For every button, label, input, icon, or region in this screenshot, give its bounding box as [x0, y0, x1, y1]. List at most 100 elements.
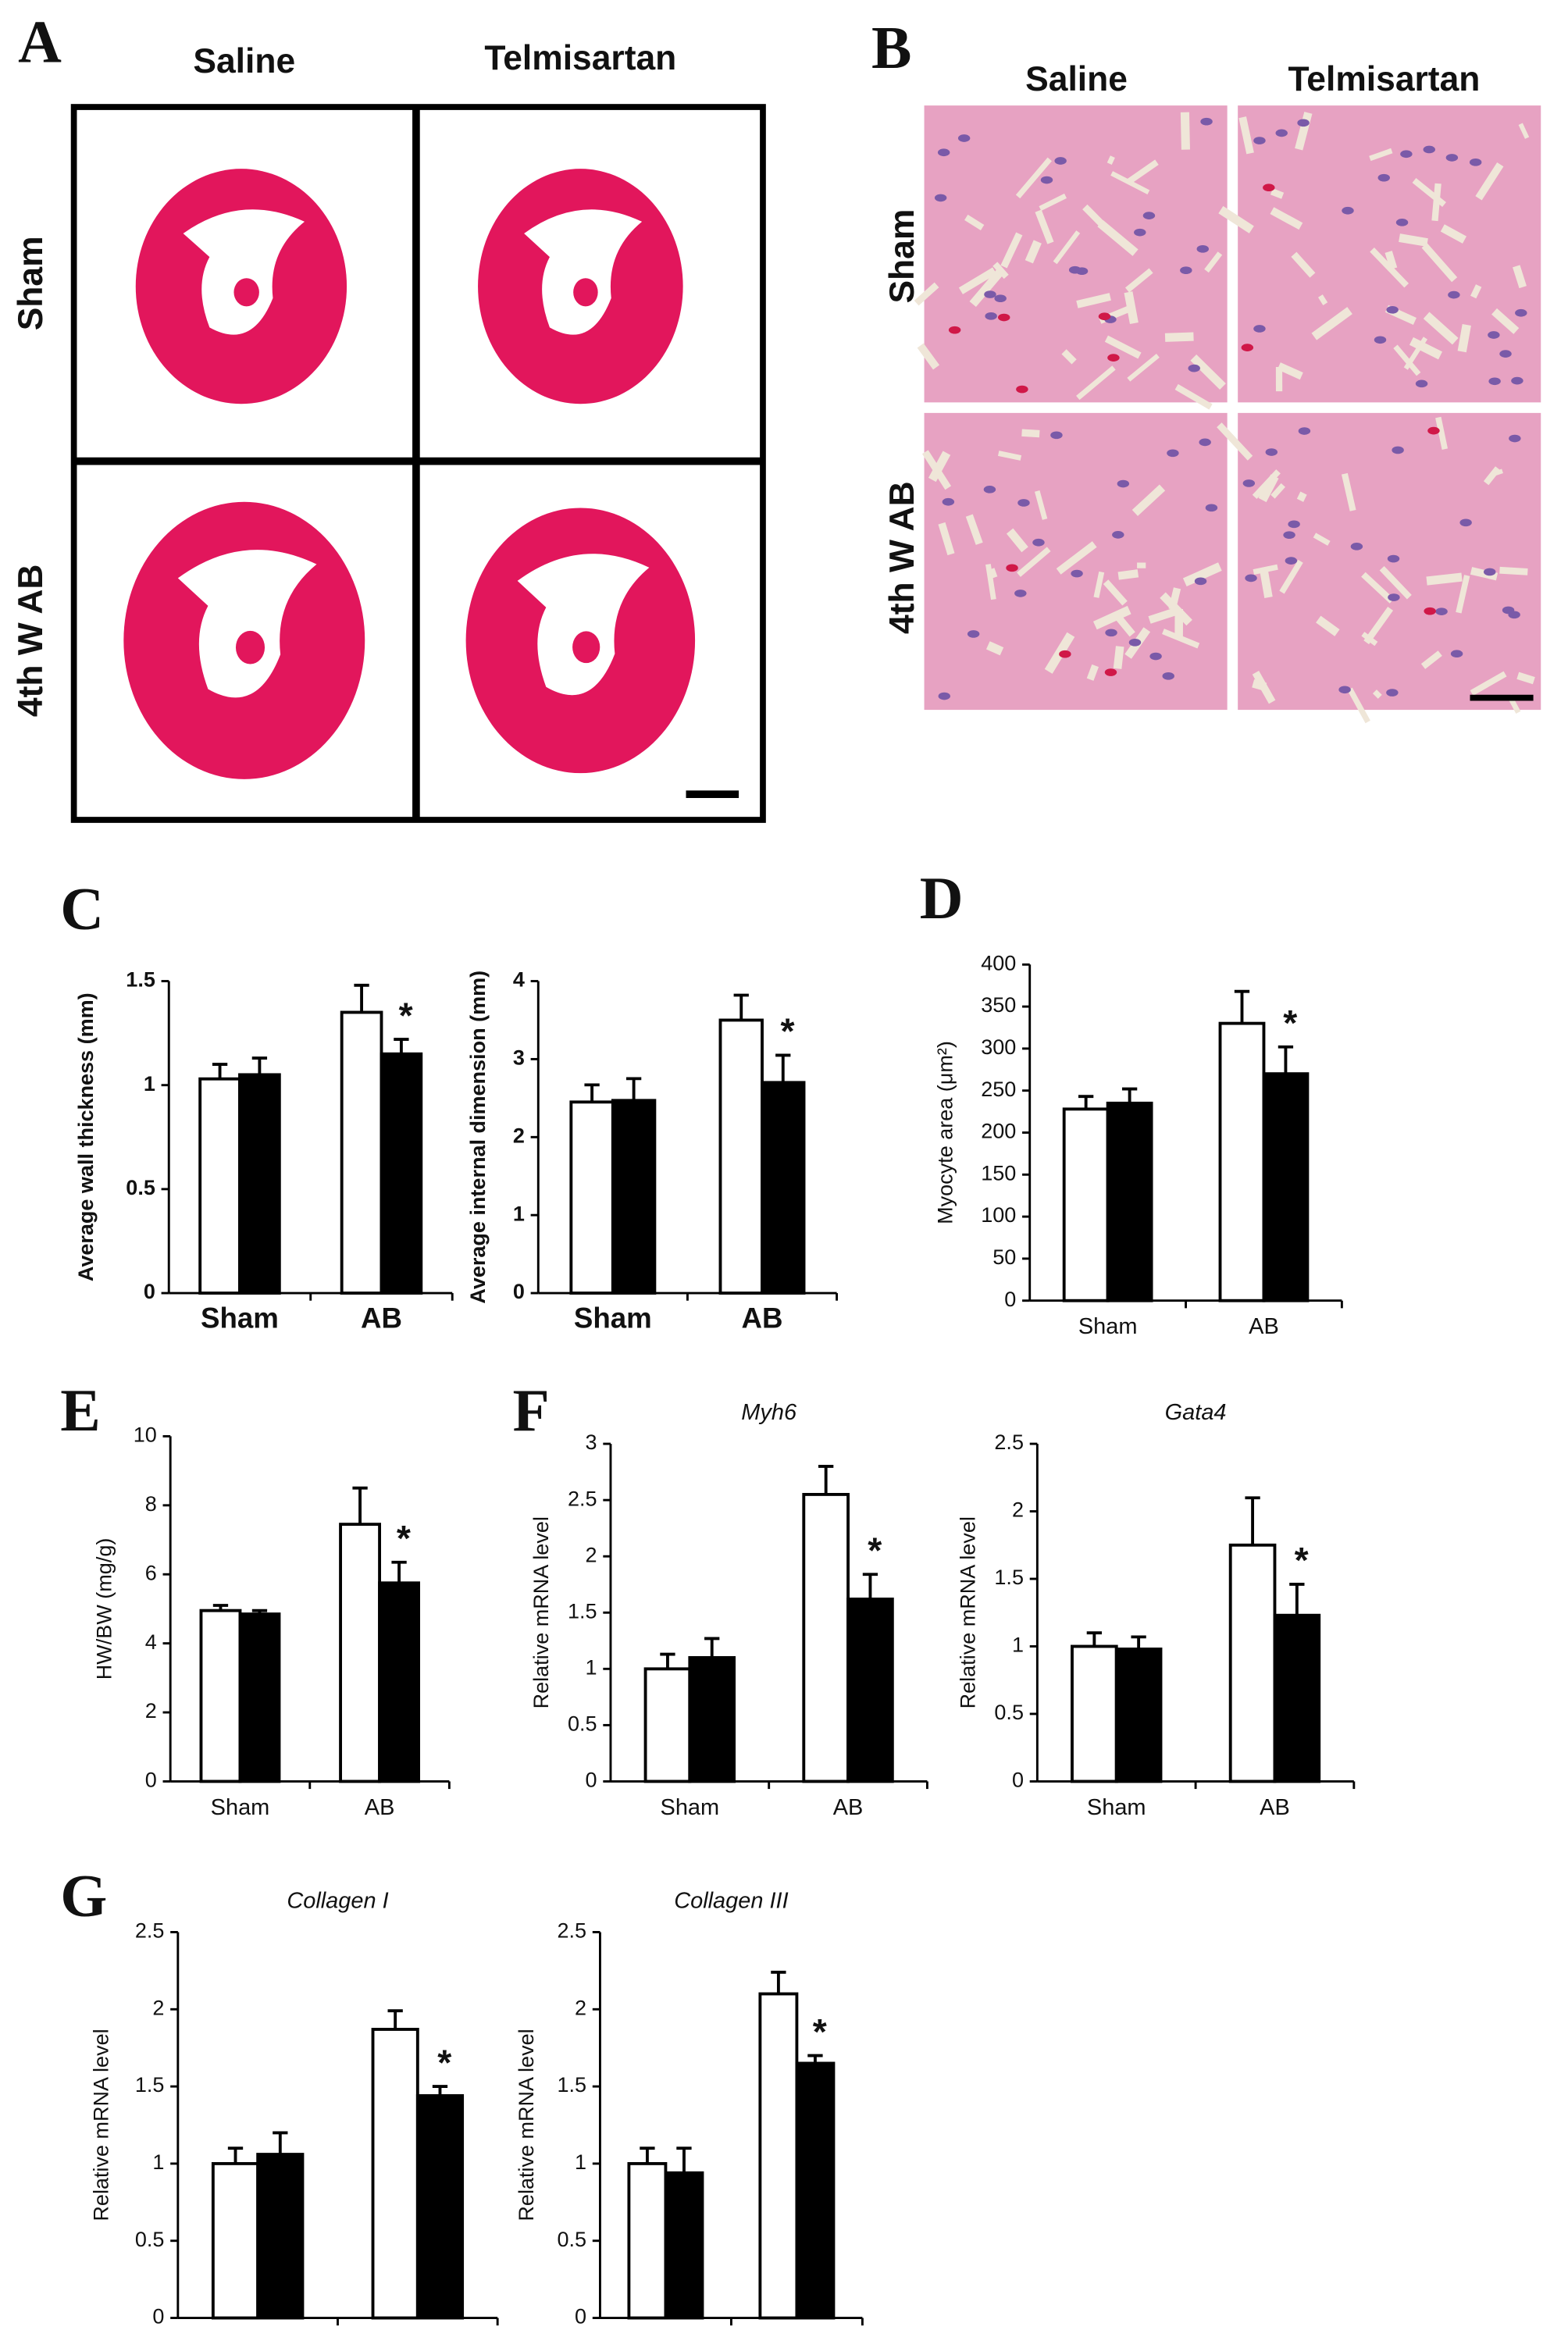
nucleus — [948, 326, 961, 334]
nucleus — [1499, 350, 1512, 358]
bar — [1228, 1543, 1277, 1783]
interstitium — [914, 282, 939, 306]
nucleus — [984, 290, 996, 298]
y-tick-label: 8 — [145, 1492, 157, 1516]
nucleus — [1142, 212, 1156, 219]
nucleus — [1040, 176, 1053, 184]
interstitium — [928, 451, 951, 483]
y-tick-label: 2.5 — [135, 1919, 165, 1943]
nucleus — [1374, 336, 1387, 344]
nucleus — [1242, 479, 1256, 487]
nucleus — [1483, 568, 1496, 576]
chart-title: Gata4 — [1165, 1400, 1227, 1425]
bar — [569, 1100, 615, 1295]
panel-letter: B — [871, 14, 912, 81]
y-tick-label: 0 — [152, 2305, 164, 2328]
y-tick-label: 4 — [513, 968, 525, 992]
nucleus — [994, 294, 1007, 303]
interstitium — [1440, 224, 1467, 244]
nucleus — [967, 630, 980, 638]
y-axis-label: Relative mRNA level — [89, 2029, 112, 2221]
nucleus — [1180, 266, 1192, 275]
bar — [340, 1010, 383, 1295]
y-tick-label: 0.5 — [994, 1701, 1024, 1724]
y-tick-label: 10 — [134, 1423, 157, 1447]
y-axis-label: Relative mRNA level — [529, 1516, 553, 1708]
x-tick-label: Sham — [201, 1302, 279, 1334]
nucleus — [1104, 668, 1117, 676]
interstitium — [1124, 268, 1153, 293]
y-tick-label: 0 — [513, 1280, 525, 1303]
interstitium — [1379, 565, 1412, 600]
interstitium — [1127, 354, 1160, 382]
nucleus — [1016, 385, 1028, 394]
chart: 0 2 4 6 8 10 Sham AB HW/BW (mg/g) * — [92, 1423, 451, 1820]
y-tick-label: 150 — [981, 1161, 1016, 1185]
nucleus — [1245, 574, 1257, 582]
y-tick-label: 2 — [575, 1996, 586, 2019]
nucleus — [1275, 129, 1288, 137]
bar — [211, 2161, 260, 2320]
chart: 0 0.5 1 1.5 2 2.5 Sham AB Relative mRNA level Gat… — [957, 1400, 1356, 1820]
nucleus — [1459, 518, 1472, 527]
interstitium — [1260, 568, 1273, 598]
nucleus — [1253, 325, 1266, 333]
interstitium — [1470, 671, 1507, 696]
significance-marker: * — [397, 1518, 411, 1559]
interstitium — [1393, 344, 1421, 376]
y-tick-label: 1 — [152, 2150, 164, 2174]
y-tick-label: 1 — [513, 1202, 525, 1225]
nucleus — [1415, 379, 1428, 388]
nucleus — [1107, 354, 1120, 362]
y-tick-label: 0 — [144, 1280, 155, 1303]
row-label: Sham — [883, 209, 921, 304]
interstitium — [917, 343, 940, 370]
y-tick-label: 4 — [145, 1630, 157, 1654]
bar — [238, 1073, 281, 1295]
nucleus — [1400, 150, 1413, 159]
nucleus — [1017, 499, 1030, 507]
interstitium — [1174, 383, 1213, 410]
nucleus — [1435, 607, 1448, 615]
interstitium — [1412, 177, 1446, 208]
y-tick-label: 400 — [981, 951, 1016, 974]
significance-marker: * — [781, 1011, 795, 1052]
interstitium — [1313, 533, 1331, 546]
y-tick-label: 3 — [513, 1046, 525, 1070]
nucleus — [1098, 312, 1111, 321]
row-label: 4th W AB — [12, 565, 50, 718]
nucleus — [1342, 206, 1354, 215]
nucleus — [1448, 290, 1460, 299]
bar — [339, 1523, 382, 1783]
interstitium — [1341, 472, 1356, 511]
nucleus — [1509, 434, 1521, 443]
y-tick-label: 0.5 — [568, 1712, 597, 1736]
ventricle-lumen — [235, 630, 265, 664]
nucleus — [1298, 427, 1311, 435]
nucleus — [1297, 119, 1310, 127]
column-label: Telmisartan — [484, 39, 676, 77]
significance-marker: * — [868, 1530, 882, 1570]
y-tick-label: 100 — [981, 1203, 1016, 1227]
ventricle-lumen — [177, 550, 317, 698]
interstitium — [1270, 483, 1285, 499]
panel-letter: A — [18, 8, 62, 75]
y-tick-label: 2.5 — [994, 1430, 1024, 1454]
y-tick-label: 0 — [1004, 1288, 1016, 1311]
interstitium — [1470, 567, 1499, 581]
nucleus — [1188, 364, 1200, 372]
interstitium — [1162, 629, 1200, 649]
interstitium — [1279, 559, 1303, 594]
nucleus — [1199, 438, 1211, 447]
column-label: Telmisartan — [1288, 60, 1480, 98]
interstitium — [1470, 284, 1482, 299]
x-tick-label: Sham — [211, 1795, 270, 1820]
y-tick-label: 250 — [981, 1078, 1016, 1101]
interstitium — [1092, 605, 1131, 630]
interstitium — [1056, 541, 1097, 575]
interstitium — [985, 641, 1004, 656]
interstitium — [1190, 354, 1226, 390]
interstitium — [1363, 607, 1394, 645]
interstitium — [1117, 569, 1139, 580]
